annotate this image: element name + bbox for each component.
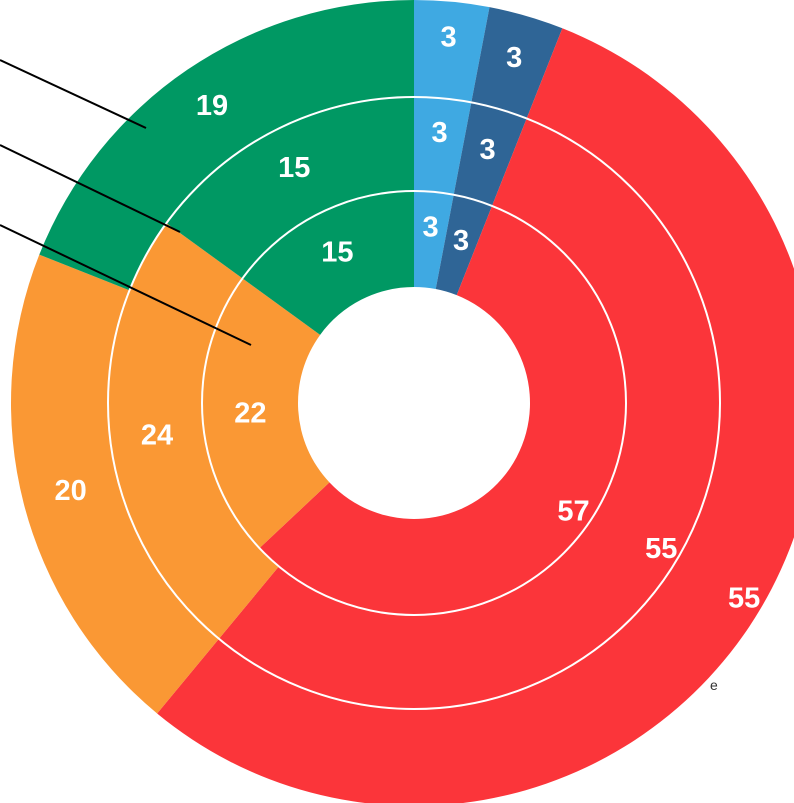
ring-2-label-5: 15	[278, 152, 310, 184]
leader-line-3	[0, 224, 252, 346]
ring-1-slice-2	[471, 7, 563, 119]
ring-2-label-1: 3	[431, 117, 447, 149]
ring-3-label-3: 57	[557, 495, 589, 527]
ring-1-slice-5	[39, 0, 414, 291]
ring-2-label-4: 24	[141, 419, 173, 451]
ring-1-slice-3	[157, 28, 794, 803]
leader-line-1	[0, 59, 147, 129]
ring-3-label-1: 3	[423, 211, 439, 243]
ring-separator-2	[201, 190, 627, 616]
ring-1-label-3: 55	[728, 582, 760, 614]
ring-1-slice-4	[10, 254, 219, 714]
ring-1-label-2: 3	[506, 42, 522, 74]
ring-1-label-4: 20	[55, 475, 87, 507]
ring-2-slice-5	[166, 97, 414, 279]
ring-separator-1	[107, 96, 721, 710]
ring-1-label-1: 3	[440, 22, 456, 54]
ring-3-slice-1	[414, 191, 454, 290]
ring-3-label-2: 3	[453, 225, 469, 257]
ring-3-slice-5	[242, 191, 414, 335]
ring-2-slice-3	[218, 118, 720, 709]
ring-3-slice-4	[202, 278, 330, 549]
ring-2-slice-2	[453, 102, 527, 206]
ring-3-slice-2	[435, 194, 493, 296]
ring-2-label-2: 3	[479, 134, 495, 166]
leader-lines	[0, 59, 252, 346]
ring-3-slice-3	[259, 205, 627, 615]
cut-off-legend-text: e	[710, 677, 718, 693]
ring-3-label-5: 15	[321, 237, 353, 269]
ring-3-label-4: 22	[234, 397, 266, 429]
leader-line-2	[0, 144, 181, 233]
ring-2-slice-4	[107, 223, 279, 639]
ring-1-label-5: 19	[196, 90, 228, 122]
ring-1-slice-1	[414, 0, 490, 103]
ring-2-label-3: 55	[645, 533, 677, 565]
ring-layer	[10, 0, 794, 803]
ring-2-slice-1	[414, 97, 472, 195]
